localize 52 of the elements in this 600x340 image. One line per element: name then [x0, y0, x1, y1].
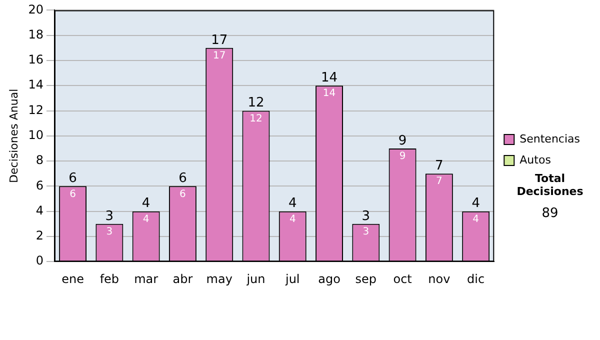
- total-label: 17: [211, 32, 228, 48]
- total-label: 6: [178, 171, 187, 186]
- y-tick-label: 8: [36, 153, 44, 168]
- x-tick-label: sep: [355, 272, 377, 286]
- total-label: 3: [105, 208, 114, 224]
- text: 89: [540, 206, 560, 221]
- x-tick-label: nov: [428, 272, 450, 286]
- x-tick-label: abr: [172, 272, 193, 286]
- total-label: 4: [472, 196, 480, 212]
- data-label: 3: [362, 226, 370, 238]
- y-tick-label: 20: [28, 2, 44, 16]
- data-label: 4: [289, 214, 296, 225]
- x-tick-label: mar: [134, 272, 158, 286]
- data-label: 17: [212, 50, 226, 62]
- data-label: 6: [180, 188, 186, 200]
- y-tick-label: 10: [28, 128, 44, 142]
- y-tick-label: 6: [36, 178, 44, 192]
- y-tick-label: 14: [28, 78, 44, 92]
- y-axis-title: Decisiones Anual: [7, 88, 20, 183]
- total-label: 4: [142, 196, 150, 212]
- text: Total Decisiones: [516, 172, 584, 198]
- y-tick-label: 16: [28, 52, 44, 67]
- total-label: 7: [435, 158, 444, 174]
- data-label: 7: [436, 176, 442, 188]
- total-label: 12: [248, 96, 264, 111]
- x-tick-label: dic: [467, 272, 485, 286]
- total-label: 4: [288, 196, 297, 212]
- legend-label: Sentencias: [520, 132, 580, 146]
- total-label: 6: [68, 171, 77, 186]
- data-label: 9: [399, 151, 406, 162]
- total-label: 3: [362, 208, 370, 224]
- y-tick-label: 2: [36, 228, 44, 243]
- x-tick-label: ene: [62, 272, 84, 286]
- x-tick-label: jun: [246, 272, 266, 286]
- total-label: 14: [320, 70, 338, 86]
- data-label: 6: [70, 188, 76, 200]
- y-tick-label: 4: [36, 203, 44, 218]
- x-tick-label: ago: [318, 272, 340, 286]
- x-tick-label: may: [206, 272, 232, 286]
- data-label: 3: [106, 226, 113, 238]
- total-label: 9: [398, 133, 407, 148]
- x-tick-label: feb: [100, 272, 120, 286]
- y-tick-label: 18: [28, 27, 44, 42]
- x-tick-label: jul: [284, 272, 300, 286]
- data-label: 14: [322, 88, 336, 100]
- data-label: 4: [142, 214, 150, 225]
- legend-label: Autos: [520, 153, 552, 166]
- data-label: 4: [472, 214, 480, 225]
- x-tick-label: oct: [393, 272, 412, 286]
- y-tick-label: 12: [28, 102, 44, 117]
- y-tick-label: 0: [36, 254, 44, 268]
- data-label: 12: [250, 113, 262, 124]
